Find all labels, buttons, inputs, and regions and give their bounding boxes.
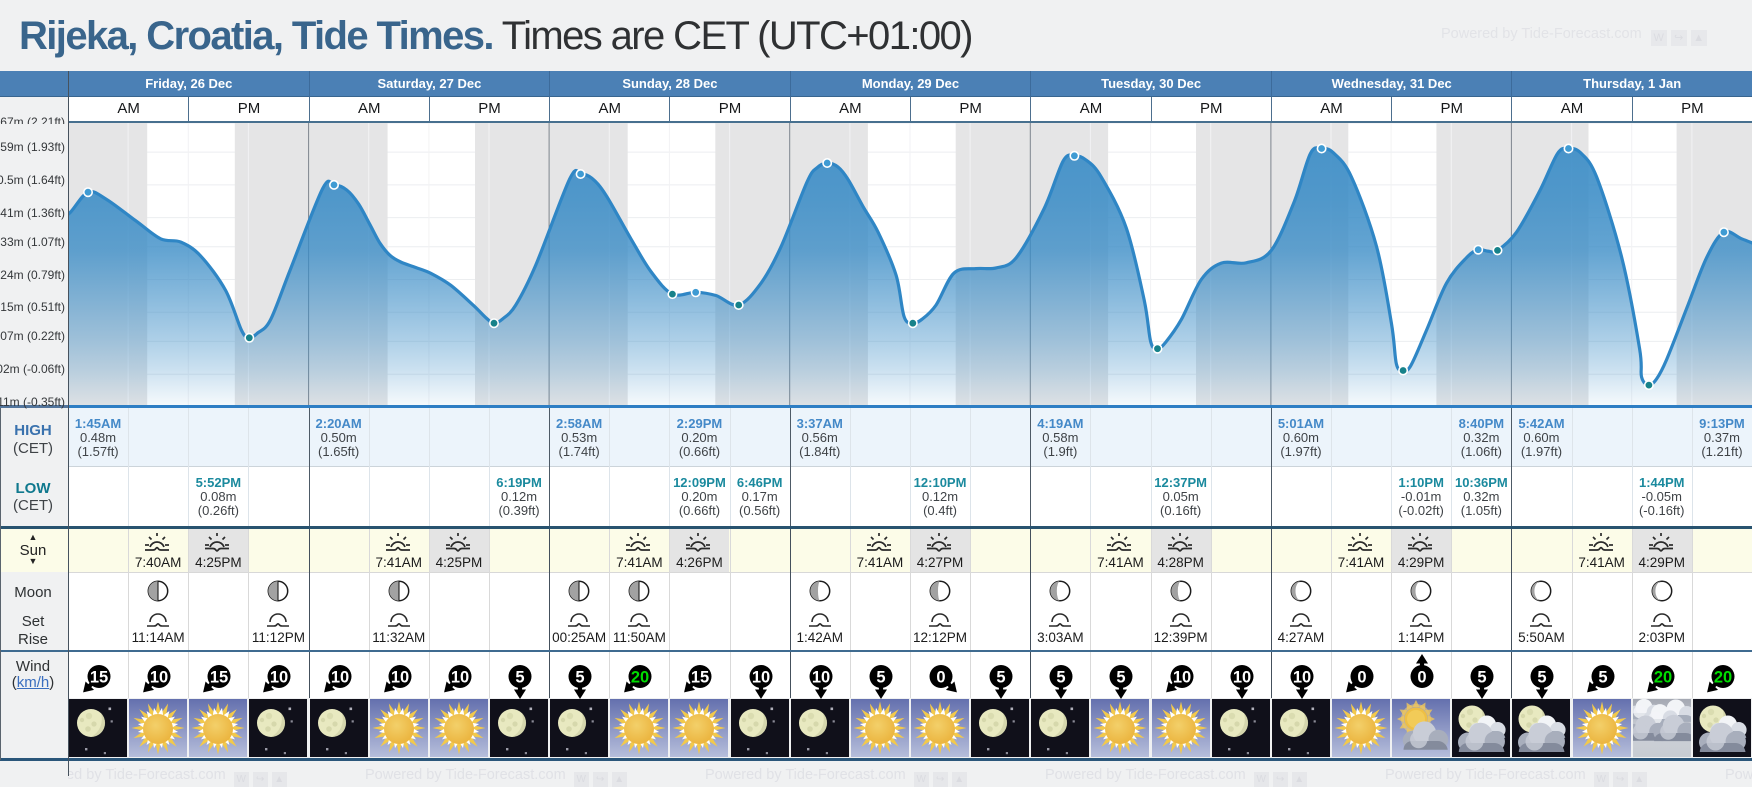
svg-text:10: 10 [150,668,168,686]
svg-text:5: 5 [1478,668,1487,686]
svg-text:20: 20 [1714,668,1732,686]
svg-text:0: 0 [1418,668,1427,686]
svg-text:5: 5 [1538,668,1547,686]
svg-text:0: 0 [1357,668,1366,686]
svg-text:5: 5 [997,668,1006,686]
svg-text:15: 15 [90,668,108,686]
svg-text:10: 10 [391,668,409,686]
svg-text:10: 10 [751,668,769,686]
svg-text:20: 20 [631,668,649,686]
svg-text:0: 0 [936,668,945,686]
svg-text:10: 10 [330,668,348,686]
svg-text:15: 15 [210,668,228,686]
svg-text:10: 10 [270,668,288,686]
svg-text:10: 10 [1233,668,1251,686]
svg-text:5: 5 [576,668,585,686]
svg-text:5: 5 [1057,668,1066,686]
svg-text:5: 5 [515,668,524,686]
svg-text:10: 10 [1293,668,1311,686]
svg-text:10: 10 [451,668,469,686]
svg-text:20: 20 [1654,668,1672,686]
svg-text:5: 5 [1117,668,1126,686]
svg-text:10: 10 [812,668,830,686]
svg-text:15: 15 [691,668,709,686]
svg-text:10: 10 [1172,668,1190,686]
svg-text:5: 5 [1598,668,1607,686]
svg-text:5: 5 [876,668,885,686]
